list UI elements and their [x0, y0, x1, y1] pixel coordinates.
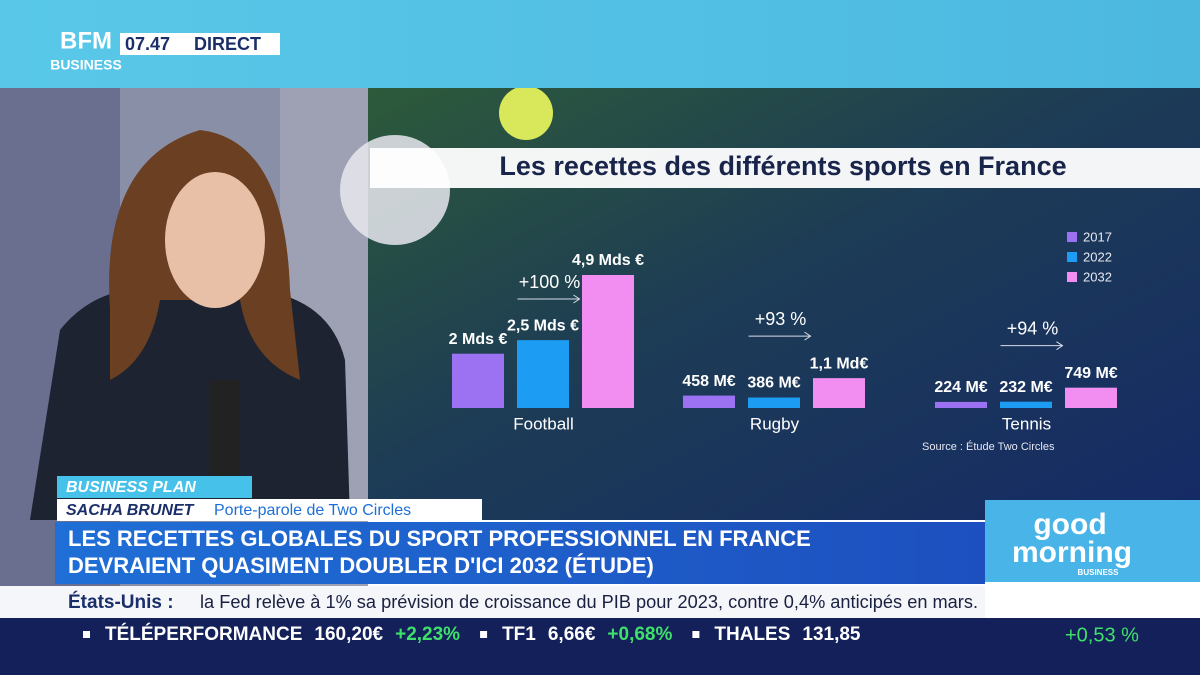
ticker-price: 160,20€ [314, 624, 383, 645]
bar [813, 378, 865, 408]
bar [683, 395, 735, 408]
headline-band [55, 522, 985, 584]
ticker-bullet [480, 631, 488, 638]
ticker-name: TÉLÉPERFORMANCE [105, 623, 302, 645]
show-logo-box [985, 500, 1200, 582]
growth-annotation: +93 % [755, 309, 807, 329]
chart: Football 2 Mds €2,5 Mds € 4,9 Mds € +100 % R… [449, 229, 1118, 433]
legend-label: 2032 [1083, 269, 1112, 284]
growth-annotation: +94 % [1007, 318, 1059, 338]
person-face [165, 172, 265, 308]
ticker-price: 131,85 [802, 624, 861, 645]
ticker-change: +2,23% [395, 624, 460, 645]
growth-arrow [748, 331, 812, 341]
index-change: +0,53 % [1065, 624, 1139, 646]
bar [452, 353, 504, 408]
legend-label: 2017 [1083, 229, 1112, 244]
data-label: 386 M€ [747, 375, 800, 392]
legend-label: 2022 [1083, 249, 1112, 264]
clock: 07.47 [125, 34, 170, 54]
channel-logo: BFM [60, 27, 112, 54]
bar [935, 401, 987, 408]
chart-title: Les recettes des différents sports en Fr… [499, 151, 1066, 181]
chart-source: Source : Étude Two Circles [922, 440, 1055, 453]
ticker-name: TF1 [502, 624, 536, 645]
ticker-bullet [83, 631, 90, 638]
program-box [57, 476, 252, 498]
growth-arrow [517, 294, 581, 304]
data-label: 232 M€ [999, 379, 1052, 396]
ticker-price: 6,66€ [548, 624, 596, 645]
legend-swatch [1067, 252, 1077, 262]
chart-title-band [370, 148, 1200, 188]
news-ticker [0, 586, 985, 618]
ticker-name: THALES [714, 624, 790, 645]
bar [1065, 387, 1117, 408]
bar [582, 275, 634, 408]
growth-annotation: +100 % [519, 272, 581, 292]
bar [748, 397, 800, 408]
x-tick-label: Football [513, 414, 573, 433]
guest-box [57, 499, 482, 521]
x-tick-label: Tennis [1002, 414, 1051, 433]
show-logo-sub: BUSINESS [1078, 568, 1120, 577]
growth-arrow [1000, 341, 1064, 351]
stock-list: TÉLÉPERFORMANCE 160,20€ +2,23% TF1 6,66€ +0,6… [83, 623, 861, 645]
data-label: 4,9 Mds € [572, 252, 644, 269]
news-text: la Fed relève à 1% sa prévision de crois… [200, 592, 978, 612]
news-label: États-Unis : [68, 591, 174, 613]
channel-logo-sub: BUSINESS [50, 57, 122, 73]
show-logo: morning [1012, 536, 1132, 569]
stock-ticker [0, 618, 1200, 675]
show-logo: good [1033, 508, 1106, 541]
guest-role: Porte-parole de Two Circles [214, 502, 411, 519]
program-name: BUSINESS PLAN [66, 479, 196, 496]
data-label: 749 M€ [1064, 365, 1117, 382]
legend-swatch [1067, 232, 1077, 242]
microphone [210, 380, 240, 480]
guest-name: SACHA BRUNET [66, 502, 195, 519]
tennis-ball [499, 86, 553, 140]
x-tick-label: Rugby [750, 414, 800, 433]
bar [1000, 401, 1052, 408]
data-label: 1,1 Md€ [810, 355, 869, 372]
data-label: 2,5 Mds € [507, 317, 579, 334]
ticker-bullet [692, 631, 700, 638]
headline: DEVRAIENT QUASIMENT DOUBLER D'ICI 2032 (… [68, 553, 654, 578]
data-label: 224 M€ [934, 379, 987, 396]
status-box [120, 33, 280, 55]
bar [517, 340, 569, 408]
data-label: 2 Mds € [449, 331, 508, 348]
legend-swatch [1067, 272, 1077, 282]
data-label: 458 M€ [682, 373, 735, 390]
live-status: DIRECT [194, 34, 261, 54]
headline: LES RECETTES GLOBALES DU SPORT PROFESSIO… [68, 526, 811, 551]
ticker-change: +0,68% [607, 624, 672, 645]
